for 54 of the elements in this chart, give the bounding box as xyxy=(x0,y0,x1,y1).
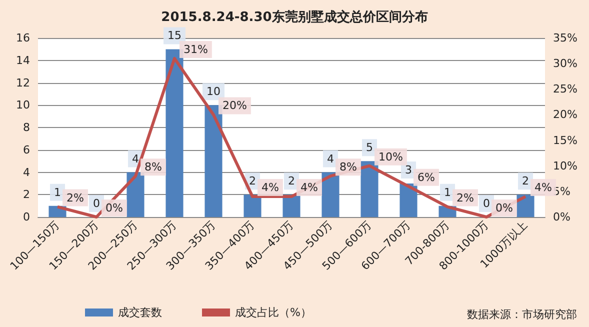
legend-label: 成交套数 xyxy=(118,306,162,319)
legend-label: 成交占比（%） xyxy=(235,306,312,319)
data-label: 4 xyxy=(327,152,334,166)
data-label: 0% xyxy=(496,202,513,214)
data-label: 0 xyxy=(93,197,100,210)
y-tick-label: 16 xyxy=(16,32,30,44)
bar xyxy=(126,172,144,217)
data-label: 3 xyxy=(405,163,412,176)
y2-tick-label: 10% xyxy=(553,159,578,172)
y-tick-label: 10 xyxy=(16,98,30,112)
y2-tick-label: 5% xyxy=(553,184,570,198)
data-label: 8% xyxy=(144,160,162,174)
data-label: 4 xyxy=(132,152,139,166)
y2-tick-label: 15% xyxy=(553,134,578,147)
data-label: 10% xyxy=(378,150,403,164)
y-tick-label: 0 xyxy=(23,210,30,224)
data-label: 2 xyxy=(288,174,295,188)
data-label: 1 xyxy=(444,186,451,199)
data-label: 2% xyxy=(66,191,84,204)
bar xyxy=(244,194,262,217)
bar xyxy=(360,161,378,217)
data-label: 31% xyxy=(184,42,208,56)
data-label: 0% xyxy=(106,202,123,214)
y2-tick-label: 35% xyxy=(553,32,578,44)
y-tick-label: 12 xyxy=(16,76,30,90)
data-label: 5 xyxy=(366,141,373,154)
y-tick-label: 2 xyxy=(23,188,30,202)
data-label: 4% xyxy=(262,181,279,194)
y2-tick-label: 25% xyxy=(553,82,578,96)
bar xyxy=(400,183,418,217)
data-label: 0 xyxy=(483,197,490,210)
y2-tick-label: 0% xyxy=(553,210,570,224)
data-label: 1 xyxy=(54,186,61,199)
data-label: 10 xyxy=(206,85,220,98)
source-note: 数据来源：市场研究部 xyxy=(467,308,577,321)
chart-title: 2015.8.24-8.30东莞别墅成交总价区间分布 xyxy=(161,9,428,25)
y-tick-label: 8 xyxy=(23,121,30,134)
bar xyxy=(322,172,340,217)
data-label: 8% xyxy=(340,160,357,174)
data-label: 20% xyxy=(222,99,247,112)
data-label: 2 xyxy=(522,174,529,188)
y-tick-label: 4 xyxy=(23,166,30,179)
y2-tick-label: 20% xyxy=(553,108,578,122)
data-label: 4% xyxy=(300,181,318,194)
y-tick-label: 6 xyxy=(23,143,30,156)
bar xyxy=(166,49,184,217)
data-label: 6% xyxy=(418,170,435,184)
y2-tick-label: 30% xyxy=(553,57,578,70)
data-label: 2% xyxy=(456,191,474,204)
data-label: 2 xyxy=(249,174,256,188)
data-label: 15 xyxy=(168,29,182,42)
data-label: 4% xyxy=(534,181,552,194)
y-tick-label: 14 xyxy=(16,54,30,67)
bar xyxy=(204,105,222,217)
